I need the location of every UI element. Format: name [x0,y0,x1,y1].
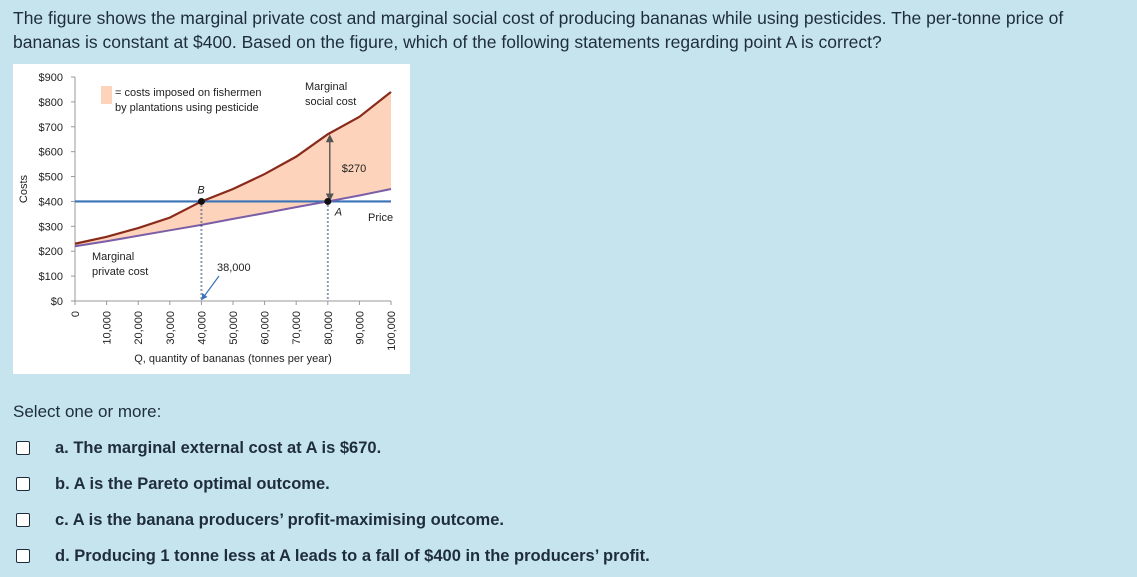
diff-arrow-head [201,293,208,300]
option-b-checkbox[interactable] [16,477,30,491]
cost-chart-figure: $0 $100 $200 $300 $400 $500 $600 $700 $800 $900 Co… [13,64,410,374]
cost-chart: $0 $100 $200 $300 $400 $500 $600 $700 $800 $900 Co… [18,72,398,365]
y-tick-label: $400 [39,196,63,208]
marginal-private-cost-line [74,188,392,248]
x-tick-label: 70,000 [291,311,303,345]
select-prompt: Select one or more: [13,402,162,421]
y-tick-label: $100 [39,271,63,283]
y-tick-label: $900 [39,72,63,84]
option-a-checkbox[interactable] [16,441,30,455]
x-tick-label: 50,000 [228,311,240,345]
option-a-text: a. The marginal external cost at A is $6… [55,438,382,457]
point-b-label: B [197,184,204,196]
y-tick-label: $500 [39,172,63,184]
msc-label-line2: social cost [305,96,356,108]
option-b[interactable]: b. A is the Pareto optimal outcome. [16,466,650,502]
x-tick-label: 0 [70,311,82,317]
legend-text-line2: by plantations using pesticide [115,102,259,114]
point-a-label: A [334,206,342,218]
point-b-marker [197,197,205,205]
gap-arrow-head-bottom [325,193,334,202]
option-d-text: d. Producing 1 tonne less at A leads to … [55,546,650,565]
gap-arrow-head-top [325,134,334,143]
option-d-checkbox[interactable] [16,549,30,563]
y-tick-label: $600 [39,147,63,159]
y-tick-label: $700 [39,122,63,134]
y-tick-label: $800 [39,97,63,109]
x-axis-title: Q, quantity of bananas (tonnes per year) [134,353,332,365]
x-tick-label: 30,000 [165,311,177,345]
x-tick-label: 60,000 [260,311,272,345]
point-a-marker [324,197,332,205]
x-tick-label: 20,000 [133,311,145,345]
option-c-checkbox[interactable] [16,513,30,527]
question-text: The figure shows the marginal private co… [13,8,1064,52]
price-label: Price [368,212,393,224]
x-tick-label: 40,000 [196,311,208,345]
option-a[interactable]: a. The marginal external cost at A is $6… [16,430,650,466]
gap-annotation-label: $270 [342,163,366,175]
x-tick-label: 10,000 [102,311,114,345]
x-tick-label: 100,000 [386,311,398,351]
legend-text-line1: = costs imposed on fishermen [115,87,261,99]
y-tick-label: $0 [51,296,63,308]
external-cost-area [75,91,391,247]
mpc-label-line1: Marginal [92,251,134,263]
msc-label-line1: Marginal [305,81,347,93]
x-tick-label: 80,000 [323,311,335,345]
mpc-label-line2: private cost [92,266,148,278]
legend-swatch [101,86,112,104]
diff-annotation-label: 38,000 [217,262,251,274]
option-c-text: c. A is the banana producers’ profit-max… [55,510,504,529]
option-b-text: b. A is the Pareto optimal outcome. [55,474,330,493]
y-tick-label: $300 [39,221,63,233]
x-tick-label: 90,000 [354,311,366,345]
marginal-social-cost-line [74,91,392,245]
option-d[interactable]: d. Producing 1 tonne less at A leads to … [16,538,650,574]
y-axis-title: Costs [18,174,30,203]
option-c[interactable]: c. A is the banana producers’ profit-max… [16,502,650,538]
y-tick-label: $200 [39,246,63,258]
answer-options: a. The marginal external cost at A is $6… [16,430,650,574]
